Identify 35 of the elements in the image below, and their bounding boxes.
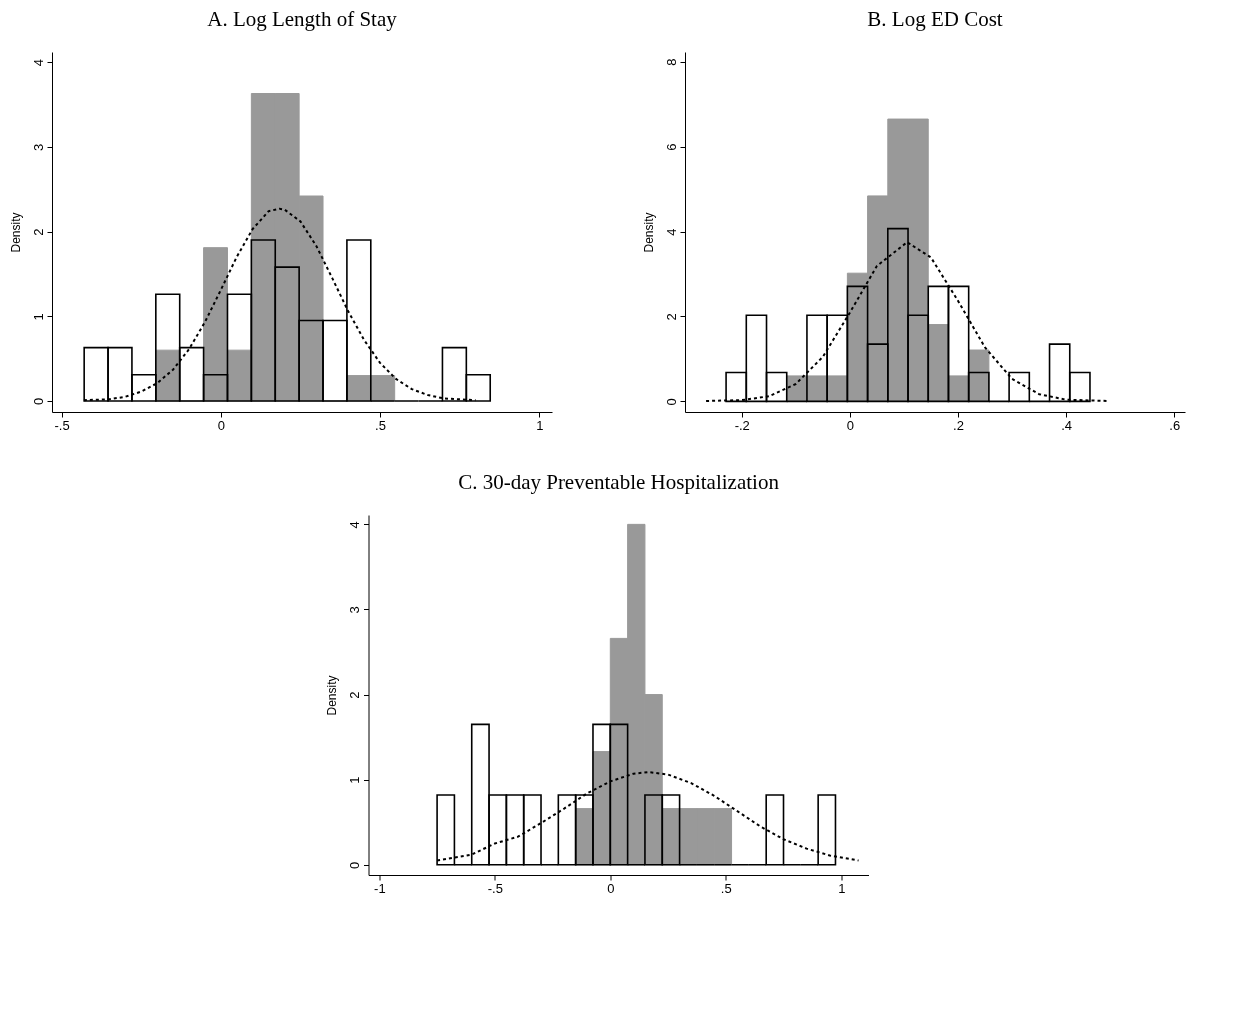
x-tick-label: -1 — [374, 880, 386, 896]
y-tick-label: 0 — [347, 861, 362, 869]
x-tick-label: 0 — [846, 417, 854, 433]
y-axis-title: Density — [8, 212, 23, 253]
chart-title: C. 30-day Preventable Hospitalization — [458, 470, 780, 494]
x-tick-label: .5 — [720, 880, 732, 896]
chart-title: A. Log Length of Stay — [207, 7, 398, 31]
x-tick-label: 0 — [217, 417, 225, 433]
x-tick-label: -.5 — [487, 880, 503, 896]
y-tick-label: 1 — [30, 313, 46, 321]
y-tick-label: 3 — [30, 143, 46, 151]
x-tick-label: -.5 — [54, 417, 70, 433]
y-tick-label: 2 — [663, 313, 679, 321]
x-tick-label: 0 — [607, 880, 615, 896]
chart-title: B. Log ED Cost — [867, 7, 1003, 31]
y-tick-label: 2 — [347, 691, 362, 699]
y-tick-label: 2 — [30, 228, 46, 236]
y-tick-label: 0 — [30, 397, 46, 406]
x-tick-label: .2 — [953, 417, 964, 433]
x-tick-label: .6 — [1169, 417, 1181, 433]
y-tick-label: 0 — [663, 398, 679, 406]
y-tick-label: 4 — [30, 59, 46, 67]
y-tick-label: 6 — [663, 143, 679, 151]
y-axis-title: Density — [325, 675, 339, 716]
y-tick-label: 4 — [347, 521, 362, 529]
y-tick-label: 1 — [347, 776, 362, 784]
x-tick-label: .4 — [1061, 417, 1072, 433]
y-tick-label: 4 — [663, 228, 679, 236]
x-tick-label: -.2 — [734, 417, 750, 433]
x-tick-label: 1 — [838, 880, 846, 896]
x-tick-label: .5 — [375, 417, 386, 433]
y-axis-title: Density — [641, 212, 656, 253]
y-tick-label: 3 — [347, 606, 362, 614]
x-tick-label: 1 — [536, 417, 544, 433]
y-tick-label: 8 — [663, 58, 679, 66]
